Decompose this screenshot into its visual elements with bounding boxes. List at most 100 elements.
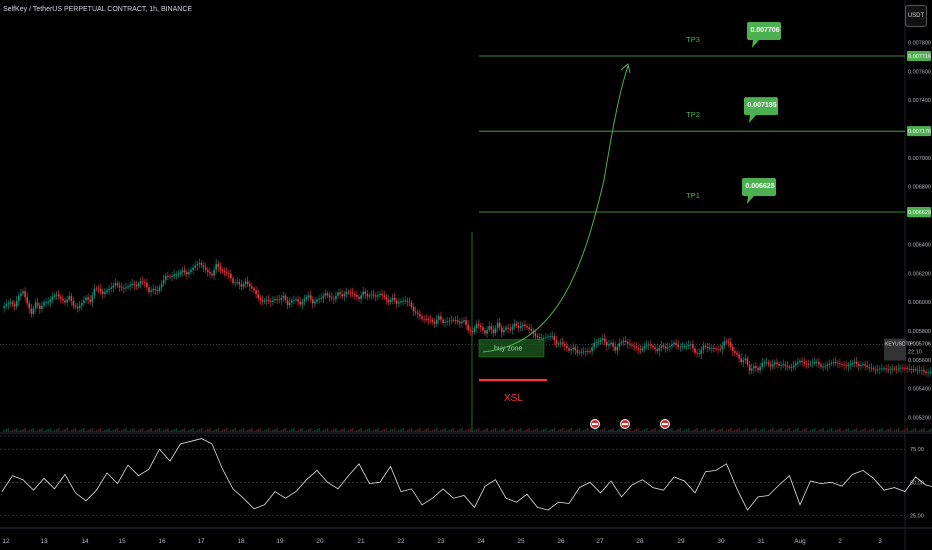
candle-body xyxy=(158,287,161,292)
volume-bar xyxy=(477,428,480,432)
candle-body xyxy=(792,365,795,368)
volume-bar xyxy=(738,428,740,432)
volume-bar xyxy=(759,430,761,432)
candle-body xyxy=(549,336,551,338)
candle-body xyxy=(360,295,362,300)
price-tick-label: 0.006000 xyxy=(908,300,931,306)
volume-bar xyxy=(66,428,68,432)
candle-body xyxy=(692,344,694,349)
candle-body xyxy=(662,345,665,347)
volume-bar xyxy=(57,428,60,432)
candle-body xyxy=(530,329,532,331)
candle-body xyxy=(507,327,509,329)
volume-bar xyxy=(841,431,843,432)
volume-bar xyxy=(591,430,593,432)
candle-body xyxy=(788,367,791,368)
volume-bar xyxy=(104,430,106,432)
candle-body xyxy=(318,298,320,300)
candle-body xyxy=(232,278,234,283)
volume-bar xyxy=(549,430,551,432)
candle-body xyxy=(28,303,31,309)
volume-bar xyxy=(553,428,556,432)
current-price-symbol: KEYUSDT.P xyxy=(885,342,913,348)
candle-body xyxy=(120,287,123,289)
volume-bar xyxy=(18,431,20,432)
volume-bar xyxy=(85,431,87,432)
candle-body xyxy=(39,305,41,309)
candle-body xyxy=(255,290,257,295)
volume-bar xyxy=(286,431,289,432)
volume-bar xyxy=(341,429,343,432)
volume-bar xyxy=(492,429,495,432)
volume-bar xyxy=(36,430,39,432)
candle-body xyxy=(282,295,285,298)
volume-bar xyxy=(771,428,774,432)
volume-bar xyxy=(393,428,396,432)
volume-bar xyxy=(612,428,614,432)
candle-body xyxy=(246,281,249,284)
volume-bar xyxy=(410,428,413,432)
candle-body xyxy=(666,347,669,349)
candle-body xyxy=(717,349,719,350)
candle-body xyxy=(498,322,501,328)
volume-bar xyxy=(826,430,829,432)
candle-body xyxy=(414,311,417,313)
volume-bar xyxy=(704,428,707,432)
candle-body xyxy=(320,298,322,299)
candle-body xyxy=(129,284,131,287)
volume-bar xyxy=(725,430,728,432)
volume-bar xyxy=(639,431,642,432)
candle-body xyxy=(866,365,868,368)
candle-body xyxy=(469,329,472,331)
candle-body xyxy=(169,276,171,278)
candle-body xyxy=(7,303,10,305)
volume-bar xyxy=(282,429,285,432)
candle-body xyxy=(419,313,421,317)
candle-body xyxy=(480,325,482,328)
volume-bar xyxy=(167,428,169,432)
volume-bar xyxy=(580,431,583,432)
volume-bar xyxy=(692,430,694,432)
candle-body xyxy=(349,292,352,294)
candle-body xyxy=(251,286,253,289)
candle-body xyxy=(864,364,866,366)
volume-bar xyxy=(524,430,526,432)
candle-body xyxy=(202,265,205,268)
volume-bar xyxy=(616,430,619,432)
candle-body xyxy=(650,344,652,346)
volume-bar xyxy=(652,429,654,432)
currency-button[interactable]: USDT xyxy=(905,5,927,27)
candle-body xyxy=(467,325,469,330)
candle-body xyxy=(53,295,56,297)
volume-bar xyxy=(51,431,54,432)
candle-body xyxy=(511,326,514,330)
volume-bar xyxy=(307,429,310,432)
volume-bar xyxy=(624,430,627,432)
candle-body xyxy=(183,270,186,273)
candle-body xyxy=(534,333,537,337)
volume-bar xyxy=(53,430,56,432)
volume-bar xyxy=(564,431,566,432)
candle-body xyxy=(595,342,598,344)
candle-body xyxy=(591,347,593,352)
candle-body xyxy=(377,295,379,297)
candle-body xyxy=(477,324,480,326)
volume-bar xyxy=(874,431,877,432)
candle-body xyxy=(167,276,169,277)
candle-body xyxy=(324,293,327,296)
volume-bar xyxy=(404,431,406,432)
candle-body xyxy=(144,281,146,283)
volume-bar xyxy=(599,430,602,432)
candle-body xyxy=(643,346,646,349)
candle-body xyxy=(606,341,608,346)
candle-body xyxy=(15,301,18,307)
volume-bar xyxy=(230,430,232,432)
volume-bar xyxy=(658,430,661,432)
volume-bar xyxy=(765,431,768,432)
candle-body xyxy=(81,303,83,306)
candle-body xyxy=(64,300,66,303)
volume-bar xyxy=(593,429,595,432)
volume-bar xyxy=(55,429,58,432)
volume-bar xyxy=(379,431,381,432)
